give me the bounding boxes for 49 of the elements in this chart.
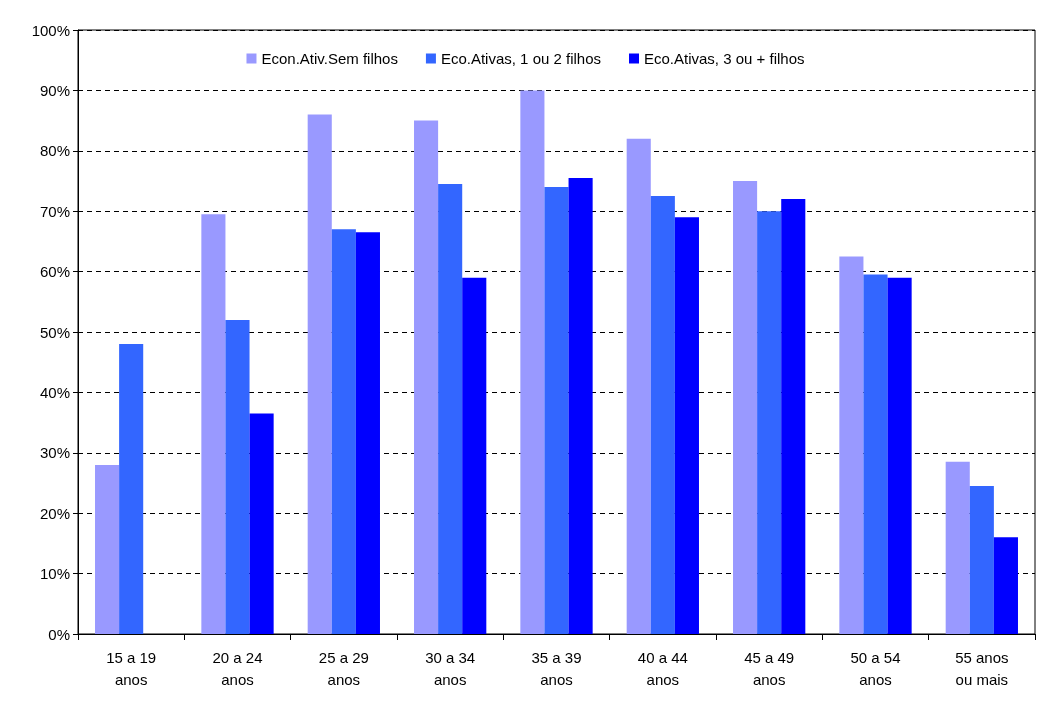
bar: [520, 90, 545, 634]
bar: [887, 277, 912, 634]
bar: [626, 138, 651, 634]
bar: [781, 199, 806, 634]
x-tick-label: 55 anos ou mais: [955, 648, 1009, 688]
y-tick-label: 40%: [39, 383, 70, 401]
y-tick-label: 0%: [48, 625, 70, 643]
y-tick-label: 90%: [39, 81, 70, 99]
x-tick-label: 45 a 49 anos: [744, 648, 795, 688]
legend-label: Eco.Ativas, 1 ou 2 filhos: [440, 50, 602, 67]
x-tick-label: 20 a 24 anos: [212, 648, 263, 688]
bar: [414, 120, 439, 634]
bar: [307, 114, 332, 634]
y-tick-label: 50%: [39, 323, 70, 341]
bar: [993, 537, 1018, 634]
bar: [438, 184, 463, 634]
bar: [733, 181, 758, 634]
bar: [969, 486, 994, 634]
y-tick-label: 30%: [39, 444, 70, 462]
y-tick-label: 10%: [39, 565, 70, 583]
x-tick-label: 15 a 19 anos: [106, 648, 157, 688]
bar: [757, 211, 782, 634]
bar: [839, 256, 864, 634]
bar: [863, 274, 888, 634]
y-tick-label: 60%: [39, 263, 70, 281]
bar: [95, 464, 120, 634]
bar: [945, 461, 970, 634]
legend-label: Eco.Ativas, 3 ou + filhos: [644, 50, 805, 67]
bar: [355, 232, 380, 634]
bar: [674, 217, 699, 634]
bar: [650, 196, 675, 634]
bar: [119, 344, 144, 634]
x-tick-label: 25 a 29 anos: [318, 648, 369, 688]
x-tick-label: 30 a 34 anos: [425, 648, 476, 688]
y-tick-label: 80%: [39, 142, 70, 160]
y-tick-label: 100%: [31, 21, 70, 39]
bar: [331, 229, 356, 634]
y-tick-label: 20%: [39, 504, 70, 522]
bar: [568, 177, 593, 634]
legend-label: Econ.Ativ.Sem filhos: [261, 50, 398, 67]
y-tick-label: 70%: [39, 202, 70, 220]
x-tick-label: 35 a 39 anos: [531, 648, 582, 688]
x-tick-label: 50 a 54 anos: [850, 648, 901, 688]
bar: [462, 277, 487, 634]
bar: [201, 214, 226, 634]
bar: [544, 187, 569, 634]
x-tick-label: 40 a 44 anos: [637, 648, 688, 688]
bar: [225, 319, 250, 634]
bar: [249, 413, 274, 634]
